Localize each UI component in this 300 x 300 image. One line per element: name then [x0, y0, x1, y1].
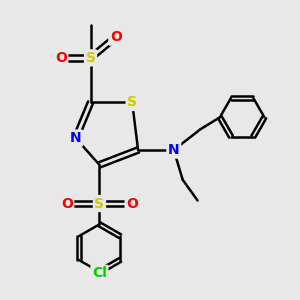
Text: N: N [168, 143, 180, 157]
Text: S: S [127, 95, 137, 110]
Text: O: O [126, 196, 138, 211]
Text: N: N [70, 131, 82, 145]
Text: S: S [94, 196, 104, 211]
Text: O: O [61, 196, 73, 211]
Text: Cl: Cl [92, 266, 107, 280]
Text: S: S [85, 51, 96, 65]
Text: O: O [110, 30, 122, 44]
Text: O: O [55, 51, 67, 65]
